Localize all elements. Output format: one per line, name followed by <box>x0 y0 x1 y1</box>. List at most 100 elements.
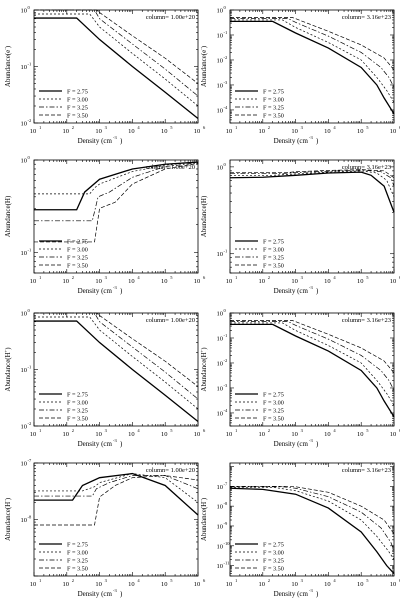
y-tick-label: 10 <box>217 360 224 367</box>
x-axis-label: Density (cm -3) <box>78 438 123 448</box>
x-tick-exponent: 4 <box>137 428 140 433</box>
y-axis-label-base: Abundance(e <box>200 50 208 87</box>
x-tick-label: 10 <box>161 581 168 588</box>
plot-frame <box>33 159 199 274</box>
column-annotation: column= 3.16e+23 <box>342 14 391 21</box>
x-tick-label: 10 <box>226 431 233 438</box>
x-tick-label: 10 <box>30 581 37 588</box>
series-line-f1 <box>34 13 199 107</box>
y-tick-label: 10 <box>217 484 224 491</box>
x-tick-label: 10 <box>63 128 70 135</box>
legend-label: F = 3.50 <box>263 112 284 119</box>
y-tick-exponent: -8 <box>224 501 228 506</box>
y-tick-label: 10 <box>217 410 224 417</box>
x-tick-exponent: 3 <box>301 125 304 130</box>
y-tick-label: 10 <box>21 121 28 128</box>
series-line-f2 <box>230 18 395 88</box>
y-tick-exponent: -9 <box>224 521 228 526</box>
legend-label: F = 3.50 <box>67 262 88 269</box>
x-axis-label: Density (cm -3) <box>78 588 123 598</box>
y-tick-exponent: -1 <box>224 333 228 338</box>
y-axis-label-close: ) <box>200 45 208 48</box>
y-axis-label: Abundance(H) <box>4 195 12 237</box>
x-tick-label: 10 <box>324 278 331 285</box>
series-line-f2 <box>230 486 395 551</box>
series-line-f3 <box>34 475 199 526</box>
x-tick-exponent: 2 <box>72 275 74 280</box>
x-axis-label-base: Density (cm <box>78 590 113 598</box>
plot-frame <box>229 9 395 124</box>
x-tick-exponent: 1 <box>235 578 237 583</box>
x-tick-label: 10 <box>63 278 70 285</box>
y-axis-label: Abundance(H-) <box>199 497 208 541</box>
x-tick-exponent: 1 <box>39 578 41 583</box>
legend: F = 2.75F = 3.00F = 3.25F = 3.50 <box>39 391 88 422</box>
x-tick-exponent: 6 <box>203 428 206 433</box>
x-axis-label: Density (cm -3) <box>274 135 319 145</box>
y-tick-exponent: 0 <box>224 308 227 313</box>
y-tick-exponent: 0 <box>28 5 31 10</box>
legend-label: F = 3.00 <box>67 96 88 103</box>
x-axis-label-exponent: -3 <box>309 285 313 290</box>
x-tick-exponent: 2 <box>268 428 270 433</box>
x-tick-exponent: 4 <box>137 578 140 583</box>
y-tick-label: 10 <box>217 335 224 342</box>
x-axis-label-close: ) <box>120 137 123 145</box>
y-tick-exponent: -2 <box>224 55 228 60</box>
y-tick-exponent: -1 <box>224 249 228 254</box>
plot-frame <box>229 312 395 427</box>
legend-label: F = 3.00 <box>67 399 88 406</box>
x-tick-label: 10 <box>30 431 37 438</box>
legend-label: F = 3.25 <box>263 557 284 564</box>
y-tick-label: 10 <box>217 251 224 258</box>
x-tick-exponent: 3 <box>105 125 108 130</box>
x-axis-label-close: ) <box>120 287 123 295</box>
x-tick-label: 10 <box>291 431 298 438</box>
y-axis-label-base: Abundance(H <box>200 502 208 541</box>
x-axis-label-base: Density (cm <box>274 287 309 295</box>
x-tick-exponent: 3 <box>105 275 108 280</box>
series-line-f3 <box>230 320 395 374</box>
x-tick-exponent: 3 <box>301 578 304 583</box>
x-tick-label: 10 <box>194 128 201 135</box>
y-tick-label: 10 <box>217 563 224 570</box>
x-tick-label: 10 <box>357 278 364 285</box>
x-axis-label-close: ) <box>120 590 123 598</box>
x-tick-label: 10 <box>259 581 266 588</box>
x-tick-label: 10 <box>226 128 233 135</box>
legend: F = 2.75F = 3.00F = 3.25F = 3.50 <box>235 88 284 119</box>
x-tick-label: 10 <box>30 128 37 135</box>
y-tick-exponent: -1 <box>224 30 228 35</box>
legend-label: F = 3.00 <box>67 246 88 253</box>
y-tick-label: 10 <box>217 57 224 64</box>
y-tick-exponent: -1 <box>28 247 32 252</box>
series-line-f0 <box>34 320 199 423</box>
y-tick-exponent: -3 <box>224 383 228 388</box>
x-tick-label: 10 <box>357 128 364 135</box>
y-tick-label: 10 <box>21 8 28 15</box>
series-line-f1 <box>34 316 199 410</box>
x-axis-label: Density (cm -3) <box>274 438 319 448</box>
x-tick-label: 10 <box>128 278 135 285</box>
x-tick-exponent: 2 <box>72 578 74 583</box>
legend-label: F = 2.75 <box>67 88 88 95</box>
y-axis-label: Abundance(H-) <box>3 497 12 541</box>
y-axis-label-sup: + <box>3 349 8 352</box>
x-axis-label-exponent: -3 <box>113 135 117 140</box>
x-tick-label: 10 <box>324 128 331 135</box>
y-tick-label: 10 <box>217 543 224 550</box>
y-axis-label: Abundance(H+) <box>3 347 12 392</box>
legend-label: F = 3.50 <box>263 565 284 572</box>
x-tick-label: 10 <box>30 278 37 285</box>
x-tick-exponent: 6 <box>203 125 206 130</box>
x-tick-label: 10 <box>95 278 102 285</box>
x-tick-label: 10 <box>95 431 102 438</box>
series-line-f1 <box>230 486 395 560</box>
x-axis-label-base: Density (cm <box>78 287 113 295</box>
x-tick-label: 10 <box>259 278 266 285</box>
x-axis-label-exponent: -3 <box>113 438 117 443</box>
x-tick-label: 10 <box>390 278 397 285</box>
x-tick-exponent: 3 <box>301 428 304 433</box>
x-axis-label: Density (cm -3) <box>78 285 123 295</box>
